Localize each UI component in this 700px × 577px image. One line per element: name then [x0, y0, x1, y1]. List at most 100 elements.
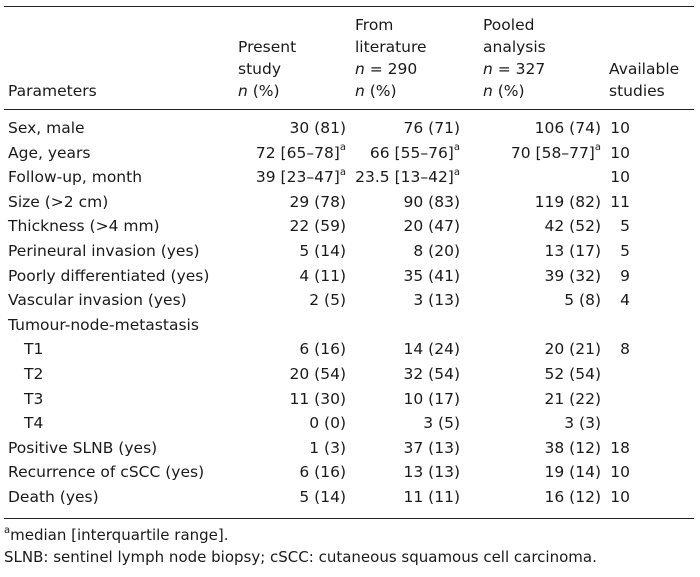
row-literature: 37 (13) — [404, 437, 460, 459]
row-available: 5 — [620, 240, 630, 262]
row-present: 6 (16) — [299, 338, 346, 360]
row-available-text: 10 — [610, 463, 630, 482]
row-available: 10 — [610, 142, 630, 164]
row-available: 18 — [610, 437, 630, 459]
header-available-line1: Available — [609, 60, 680, 78]
row-pooled-text: 39 (32) — [544, 266, 601, 285]
row-literature-text: 90 (83) — [403, 192, 460, 211]
row-present: 11 (30) — [290, 388, 346, 410]
row-present: 22 (59) — [290, 215, 346, 237]
row-pooled-text: 13 (17) — [544, 242, 601, 260]
row-available: 5 — [620, 215, 630, 237]
row-pooled: 19 (14) — [545, 461, 601, 483]
row-param: Age, years — [8, 142, 91, 164]
row-present-text: 2 (5) — [309, 291, 346, 310]
row-pooled-text: 119 (82) — [534, 192, 601, 211]
row-pooled: 70 [58–77]a — [511, 142, 601, 164]
row-param-text: Poorly differentiated (yes) — [8, 266, 210, 285]
row-literature: 35 (41) — [404, 265, 460, 287]
header-rule — [4, 109, 694, 110]
row-pooled: 38 (12) — [545, 437, 601, 459]
header-literature-line3: n = 290 — [355, 60, 418, 78]
row-param-text: Size (>2 cm) — [8, 192, 109, 211]
row-present-text: 0 (0) — [309, 414, 346, 433]
header-pooled-line2: analysis — [483, 38, 546, 56]
row-pooled-text: 106 (74) — [534, 119, 601, 137]
row-available-text: 8 — [620, 340, 630, 359]
row-literature-text: 37 (13) — [403, 438, 460, 457]
row-pooled-text: 21 (22) — [544, 389, 601, 408]
footnote-a-text: median [interquartile range]. — [10, 526, 229, 544]
header-literature-line4: n (%) — [355, 82, 397, 100]
row-param: Death (yes) — [8, 486, 99, 508]
row-present: 0 (0) — [309, 412, 346, 434]
row-pooled: 16 (12) — [545, 486, 601, 508]
row-literature: 90 (83) — [404, 191, 460, 213]
row-available: 11 — [610, 191, 630, 213]
bottom-rule — [4, 518, 694, 519]
row-pooled: 106 (74) — [535, 117, 601, 139]
row-present: 29 (78) — [290, 191, 346, 213]
row-param-text: Age, years — [8, 143, 91, 162]
row-available-text: 10 — [610, 119, 630, 137]
row-available: 10 — [610, 486, 630, 508]
row-pooled: 21 (22) — [545, 388, 601, 410]
row-present-text: 22 (59) — [289, 217, 346, 236]
row-pooled-text: 70 [58–77] — [510, 143, 595, 162]
row-param: T1 — [24, 338, 43, 360]
row-pooled-text: 5 (8) — [564, 291, 601, 310]
row-literature-text: 23.5 [13–42] — [355, 168, 454, 187]
row-available-text: 10 — [610, 488, 630, 506]
row-available-text: 9 — [620, 266, 630, 285]
row-literature-text: 66 [55–76] — [369, 143, 454, 162]
row-pooled-text: 16 (12) — [544, 488, 601, 506]
row-param: Sex, male — [8, 117, 85, 139]
row-param: Poorly differentiated (yes) — [8, 265, 209, 287]
row-available-text: 4 — [620, 291, 630, 310]
row-param-text: Death (yes) — [8, 488, 99, 506]
row-pooled: 42 (52) — [545, 215, 601, 237]
row-available: 4 — [620, 289, 630, 311]
row-present-text: 29 (78) — [289, 192, 346, 211]
row-literature: 32 (54) — [404, 363, 460, 385]
row-present-text: 1 (3) — [309, 438, 346, 457]
header-pooled-line1: Pooled — [483, 16, 535, 34]
row-available-text: 18 — [610, 438, 630, 457]
row-present-text: 20 (54) — [289, 365, 346, 383]
row-literature-text: 10 (17) — [403, 389, 460, 408]
row-literature-text: 20 (47) — [403, 217, 460, 236]
row-present: 1 (3) — [309, 437, 346, 459]
header-available-line2: studies — [609, 82, 665, 100]
row-present: 5 (14) — [299, 486, 346, 508]
row-param-text: Vascular invasion (yes) — [8, 291, 187, 310]
row-available: 10 — [610, 117, 630, 139]
row-param: Positive SLNB (yes) — [8, 437, 157, 459]
row-param: Thickness (>4 mm) — [8, 215, 160, 237]
row-literature-text: 3 (5) — [423, 414, 460, 433]
row-literature-text: 3 (13) — [413, 291, 460, 310]
row-present-text: 39 [23–47] — [255, 168, 340, 187]
row-param-text: T2 — [24, 365, 44, 383]
row-available-text: 10 — [610, 168, 630, 187]
row-present-text: 72 [65–78] — [255, 143, 340, 162]
header-present-line3: n (%) — [238, 82, 280, 100]
row-present-text: 5 (14) — [299, 488, 346, 506]
row-param: Perineural invasion (yes) — [8, 240, 200, 262]
header-present-line1: Present — [238, 38, 297, 56]
row-pooled: 119 (82) — [535, 191, 601, 213]
row-present-text: 30 (81) — [289, 119, 346, 137]
row-literature: 23.5 [13–42]a — [355, 166, 460, 188]
row-pooled: 52 (54) — [545, 363, 601, 385]
row-present: 72 [65–78]a — [256, 142, 346, 164]
row-param-text: Follow-up, month — [8, 168, 143, 187]
row-pooled: 3 (3) — [564, 412, 601, 434]
row-pooled: 5 (8) — [564, 289, 601, 311]
row-pooled-text: 52 (54) — [544, 365, 601, 383]
row-pooled-text: 20 (21) — [544, 340, 601, 359]
row-present-text: 5 (14) — [299, 242, 346, 260]
row-literature-text: 8 (20) — [413, 242, 460, 260]
header-present-line2: study — [238, 60, 281, 78]
row-present: 30 (81) — [290, 117, 346, 139]
row-literature-text: 11 (11) — [403, 488, 460, 506]
